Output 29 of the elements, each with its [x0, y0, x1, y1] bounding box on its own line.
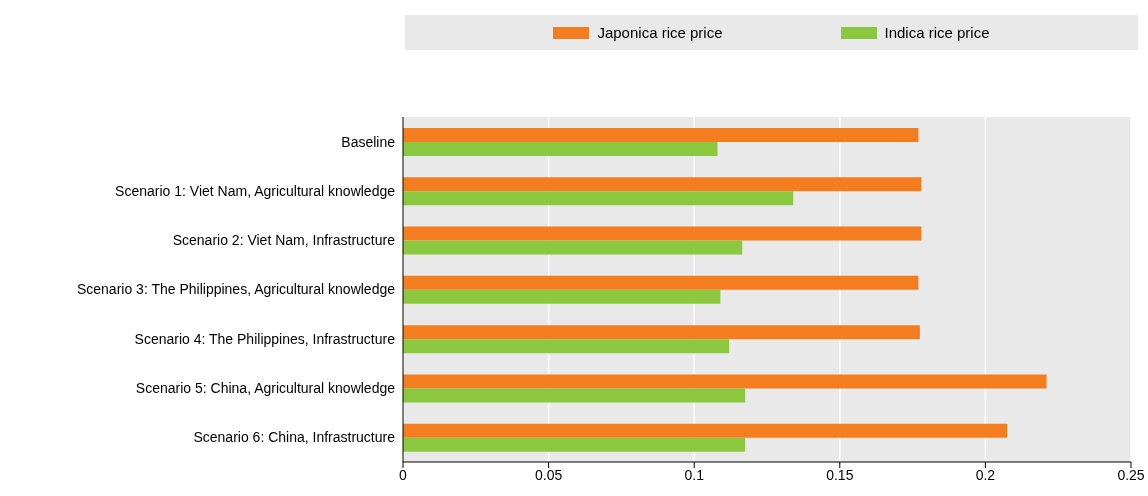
y-tick-label: Scenario 1: Viet Nam, Agricultural knowledge — [115, 182, 396, 199]
bar — [403, 275, 919, 290]
y-tick-label: Scenario 4: The Philippines, Infrastructure — [134, 330, 396, 347]
bar — [403, 240, 743, 255]
y-tick-label: Baseline — [341, 133, 396, 150]
x-tick-label: 0.1 — [684, 466, 705, 483]
y-tick-label: Scenario 3: The Philippines, Agricultural knowledge — [76, 281, 396, 298]
bar — [403, 191, 794, 206]
bar — [403, 437, 746, 452]
legend-label: Japonica rice price — [597, 24, 723, 41]
bar — [403, 374, 1047, 389]
x-tick-label: 0 — [399, 466, 408, 483]
bar — [403, 388, 746, 403]
y-tick-label: Scenario 2: Viet Nam, Infrastructure — [172, 232, 396, 249]
bar — [403, 226, 922, 241]
y-tick-label: Scenario 6: China, Infrastructure — [193, 429, 396, 446]
bar — [403, 142, 718, 156]
bar — [403, 128, 919, 142]
bar — [403, 325, 920, 340]
bar — [403, 339, 730, 354]
x-tick-label: 0.25 — [1117, 466, 1145, 483]
bar — [403, 289, 721, 304]
x-tick-label: 0.05 — [534, 466, 563, 483]
legend-label: Indica rice price — [884, 24, 990, 41]
bar — [403, 177, 922, 192]
y-tick-label: Scenario 5: China, Agricultural knowledge — [135, 380, 396, 397]
x-tick-label: 0.15 — [826, 466, 854, 483]
x-tick-label: 0.2 — [975, 466, 996, 483]
bar — [403, 423, 1008, 438]
